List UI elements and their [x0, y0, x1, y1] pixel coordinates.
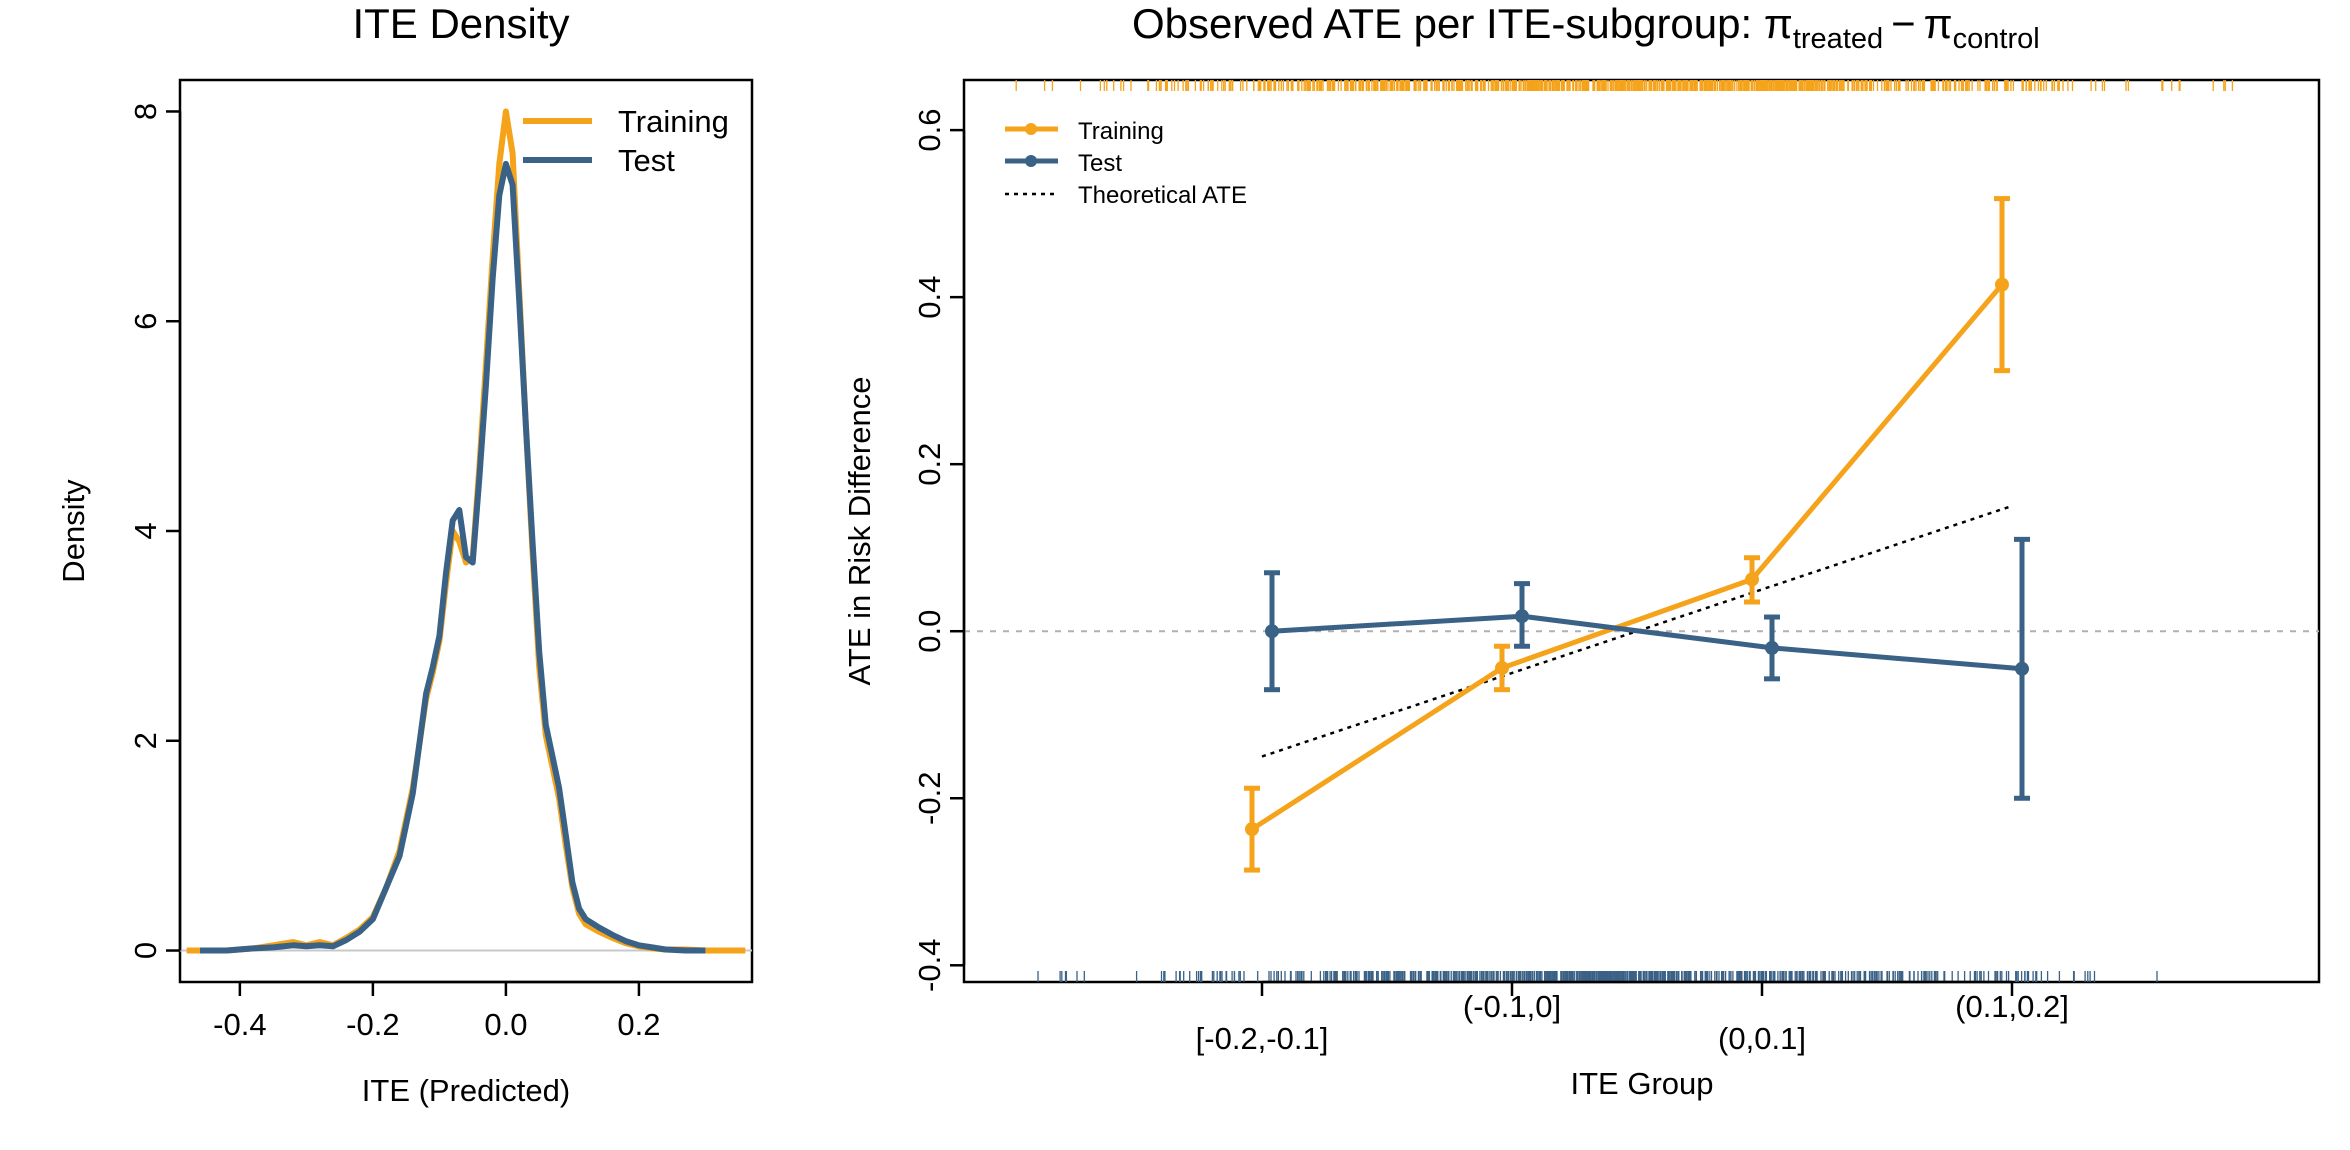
density-x-tick-label: 0.0 [484, 1007, 527, 1042]
ate-rug-bottom [1037, 971, 2158, 982]
legend-label-training: Training [1078, 118, 1164, 145]
density-y-tick-label: 2 [128, 732, 163, 749]
density-x-tick-label: -0.4 [213, 1007, 266, 1042]
legend-swatch-training-point [1025, 123, 1037, 135]
density-curves [186, 108, 746, 954]
ate-rug-top [1015, 80, 2234, 91]
density-curve-training [186, 108, 746, 954]
ate-title: Observed ATE per ITE-subgroup: πtreated −… [1132, 0, 2040, 55]
density-y-tick-label: 6 [128, 313, 163, 330]
ate-y-tick-label: 0.2 [912, 443, 947, 486]
ate-plot-frame [962, 78, 2321, 984]
ate-y-axis: -0.4 -0.2 0.0 0.2 0.4 0.6 [912, 109, 966, 992]
density-y-axis-label: Density [56, 479, 91, 583]
density-x-tick-label: -0.2 [346, 1007, 399, 1042]
ate-y-tick-label: -0.4 [912, 939, 947, 992]
ate-line-test [1271, 613, 2023, 672]
ate-point-test [1515, 609, 1529, 624]
ate-x-tick-label: (-0.1,0] [1463, 989, 1561, 1024]
density-y-tick-label: 0 [128, 942, 163, 959]
density-y-tick-label: 4 [128, 522, 163, 539]
ate-point-training [1745, 572, 1759, 587]
legend-label-test: Test [1078, 150, 1122, 177]
density-x-axis: -0.4 -0.2 0.0 0.2 [213, 980, 660, 1042]
density-plot-frame [178, 78, 754, 984]
ate-chart: Observed ATE per ITE-subgroup: πtreated −… [842, 0, 2321, 1101]
legend-swatch-test-point [1025, 155, 1037, 167]
ate-point-test [1765, 640, 1779, 655]
legend-label-test: Test [618, 143, 675, 178]
density-legend: Training Test [523, 104, 729, 178]
ate-point-training [1495, 660, 1509, 675]
ate-point-test [1265, 624, 1279, 639]
density-curve-test [200, 160, 706, 954]
ate-y-tick-label: 0.0 [912, 610, 947, 653]
ate-y-tick-label: 0.4 [912, 276, 947, 319]
density-y-axis: 0 2 4 6 8 [128, 103, 182, 959]
theoretical-ate-line [1261, 504, 2013, 758]
ate-y-axis-label: ATE in Risk Difference [842, 377, 877, 686]
ate-x-axis-label: ITE Group [1571, 1066, 1714, 1101]
density-x-axis-label: ITE (Predicted) [362, 1073, 570, 1108]
ate-series [1244, 196, 2030, 873]
ate-y-tick-label: 0.6 [912, 109, 947, 152]
ate-x-tick-label: (0.1,0.2] [1955, 989, 2069, 1024]
ate-legend: Training Test Theoretical ATE [1005, 118, 1247, 209]
density-title: ITE Density [352, 0, 569, 47]
ate-line-training [1250, 282, 2004, 832]
legend-label-training: Training [618, 104, 729, 139]
ate-x-tick-label: [-0.2,-0.1] [1196, 1021, 1329, 1056]
ate-x-axis: [-0.2,-0.1] (-0.1,0] (0,0.1] (0.1,0.2] [1196, 980, 2069, 1056]
density-y-tick-label: 8 [128, 103, 163, 120]
density-x-tick-label: 0.2 [617, 1007, 660, 1042]
ate-y-tick-label: -0.2 [912, 772, 947, 825]
legend-label-theoretical: Theoretical ATE [1078, 182, 1247, 209]
ate-x-tick-label: (0,0.1] [1718, 1021, 1806, 1056]
ate-point-training [1995, 277, 2009, 292]
theoretical-ate-line-segment [1261, 504, 2013, 758]
ate-point-test [2015, 661, 2029, 676]
ate-point-training [1245, 822, 1259, 837]
density-chart: ITE Density -0.4 -0.2 0.0 0.2 0 2 4 6 8 ITE (Pr… [56, 0, 754, 1108]
